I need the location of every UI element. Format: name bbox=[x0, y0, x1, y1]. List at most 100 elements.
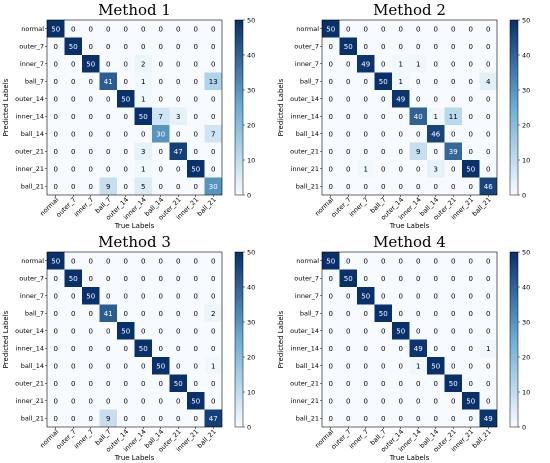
y-tick-labels: normal outer_7 inner_7 ball_7 outer_14 inner_… bbox=[15, 25, 47, 191]
heatmap-cell bbox=[64, 142, 82, 160]
cell-value-label: 0 bbox=[469, 327, 473, 335]
cell-value-label: 0 bbox=[176, 415, 180, 423]
heatmap-cell bbox=[479, 269, 497, 287]
heatmap-cell bbox=[357, 409, 375, 427]
heatmap-cell bbox=[479, 37, 497, 55]
colorbar-tick-label: 50 bbox=[522, 16, 530, 24]
cell-value-label: 0 bbox=[451, 275, 455, 283]
heatmap-cell bbox=[169, 252, 187, 270]
cell-value-label: 0 bbox=[211, 113, 215, 121]
heatmap-cell bbox=[339, 322, 357, 340]
cell-value-label: 0 bbox=[89, 327, 93, 335]
cell-value-label: 0 bbox=[381, 113, 385, 121]
heatmap-cell bbox=[409, 374, 427, 392]
cell-value-label: 0 bbox=[329, 397, 333, 405]
heatmap-cell bbox=[409, 55, 427, 73]
heatmap-cell bbox=[322, 357, 340, 375]
cell-value-label: 0 bbox=[399, 113, 403, 121]
cell-value-label: 0 bbox=[89, 25, 93, 33]
colorbar-tick-label: 0 bbox=[522, 423, 526, 431]
heatmap-cell bbox=[357, 160, 375, 178]
cell-value-label: 0 bbox=[89, 275, 93, 283]
cell-value-label: 0 bbox=[106, 113, 110, 121]
colorbar-tick-label: 40 bbox=[247, 283, 255, 291]
heatmap-cell bbox=[187, 37, 205, 55]
heatmap-cell bbox=[117, 374, 135, 392]
heatmap-cell bbox=[204, 125, 222, 143]
cell-value-label: 0 bbox=[346, 148, 350, 156]
cell-value-label: 40 bbox=[414, 113, 423, 121]
cell-value-label: 0 bbox=[141, 362, 145, 370]
heatmap-cell bbox=[409, 37, 427, 55]
cell-value-label: 0 bbox=[381, 415, 385, 423]
cell-value-label: 0 bbox=[176, 397, 180, 405]
heatmap-cell bbox=[187, 374, 205, 392]
heatmap-cell bbox=[117, 177, 135, 195]
heatmap-cell bbox=[462, 269, 480, 287]
heatmap-cell bbox=[64, 339, 82, 357]
heatmap-cell bbox=[427, 339, 445, 357]
cell-value-label: 0 bbox=[434, 310, 438, 318]
cell-value-label: 0 bbox=[329, 165, 333, 173]
heatmap-cell bbox=[322, 20, 340, 38]
y-tick-label: inner_21 bbox=[291, 397, 319, 405]
cell-value-label: 0 bbox=[194, 380, 198, 388]
heatmap-cell bbox=[409, 287, 427, 305]
heatmap-cell bbox=[339, 374, 357, 392]
heatmap-cell bbox=[322, 339, 340, 357]
heatmap-cell bbox=[47, 125, 65, 143]
heatmap-cell bbox=[427, 160, 445, 178]
cell-value-label: 50 bbox=[174, 380, 183, 388]
cell-value-label: 0 bbox=[176, 78, 180, 86]
cell-value-label: 0 bbox=[329, 275, 333, 283]
heatmap-cell bbox=[117, 304, 135, 322]
heatmap-cell bbox=[169, 72, 187, 90]
heatmap-cell bbox=[82, 339, 100, 357]
heatmap-cell bbox=[339, 269, 357, 287]
cell-value-label: 1 bbox=[486, 345, 490, 353]
cell-value-label: 0 bbox=[89, 362, 93, 370]
x-tick-label: ball_21 bbox=[471, 428, 493, 450]
cell-value-label: 49 bbox=[484, 415, 493, 423]
heatmap-cell bbox=[322, 107, 340, 125]
cell-value-label: 0 bbox=[364, 380, 368, 388]
x-axis-label: True Labels bbox=[114, 222, 155, 230]
heatmap-cell bbox=[204, 409, 222, 427]
heatmap-cell bbox=[444, 322, 462, 340]
heatmap-cell bbox=[169, 107, 187, 125]
y-tick-label: ball_14 bbox=[21, 362, 44, 370]
heatmap-cell bbox=[204, 177, 222, 195]
heatmap-cell bbox=[99, 142, 117, 160]
heatmap-cell bbox=[339, 125, 357, 143]
cell-value-label: 0 bbox=[211, 25, 215, 33]
heatmap-cell bbox=[204, 357, 222, 375]
cell-value-label: 0 bbox=[486, 275, 490, 283]
y-tick-label: outer_7 bbox=[294, 43, 319, 51]
cell-value-label: 0 bbox=[194, 345, 198, 353]
cell-value-label: 0 bbox=[329, 43, 333, 51]
y-tick-label: inner_7 bbox=[20, 292, 44, 300]
cell-value-label: 50 bbox=[344, 43, 353, 51]
heatmap-cell bbox=[339, 72, 357, 90]
heatmap-cell bbox=[462, 90, 480, 108]
heatmap-cell bbox=[82, 287, 100, 305]
cell-value-label: 0 bbox=[416, 292, 420, 300]
cell-value-label: 0 bbox=[141, 130, 145, 138]
heatmap-cell bbox=[322, 392, 340, 410]
colorbar-tick-label: 40 bbox=[522, 283, 530, 291]
cell-value-label: 0 bbox=[176, 25, 180, 33]
heatmap-cell bbox=[187, 392, 205, 410]
cell-value-label: 0 bbox=[469, 345, 473, 353]
cell-value-label: 50 bbox=[191, 165, 200, 173]
cell-value-label: 0 bbox=[434, 43, 438, 51]
colorbar-tick-label: 20 bbox=[522, 121, 530, 129]
heatmap-cell bbox=[169, 374, 187, 392]
heatmap-cell bbox=[339, 90, 357, 108]
cell-value-label: 0 bbox=[346, 183, 350, 191]
y-tick-label: ball_21 bbox=[296, 415, 319, 423]
cell-value-label: 0 bbox=[486, 60, 490, 68]
cell-value-label: 0 bbox=[416, 78, 420, 86]
heatmap-cell bbox=[99, 374, 117, 392]
heatmap-cell bbox=[462, 287, 480, 305]
heatmap-cell bbox=[374, 269, 392, 287]
